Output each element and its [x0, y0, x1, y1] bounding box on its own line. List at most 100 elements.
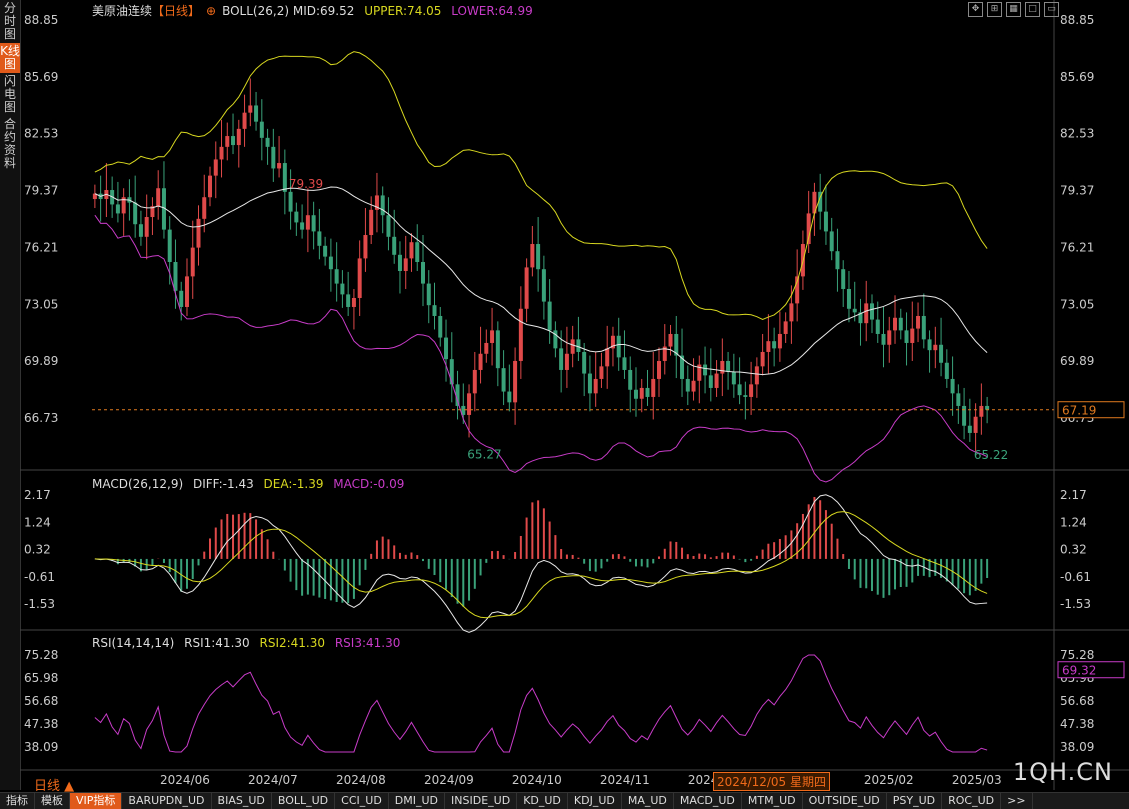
boll-mid: MID:69.52 [292, 4, 355, 18]
candle-body [985, 405, 990, 410]
macd-tick-right: 0.32 [1060, 543, 1087, 557]
candle-body [593, 378, 598, 394]
candle-body [668, 333, 673, 347]
bottom-tab-psy-ud[interactable]: PSY_UD [887, 793, 943, 809]
candle-body [893, 317, 898, 331]
high-marker-label: 79.39 [289, 177, 323, 191]
window-icon[interactable]: □ [1025, 2, 1040, 17]
boll-lower: LOWER:64.99 [451, 4, 533, 18]
candle-body [714, 373, 719, 388]
candle-body [415, 242, 420, 263]
candle-body [823, 211, 828, 232]
x-tick: 2025/03 [952, 773, 1002, 787]
candle-body [662, 346, 667, 361]
x-tick: 2024/08 [336, 773, 386, 787]
candle-body [783, 321, 788, 334]
candle-body [570, 339, 575, 354]
candle-body [772, 341, 777, 349]
tab-intraday[interactable]: 分时图 [3, 1, 16, 41]
candle-body [887, 330, 892, 345]
candle-body [979, 405, 984, 417]
candle-body [973, 416, 978, 433]
candle-body [749, 384, 754, 397]
bottom-tab-macd-ud[interactable]: MACD_UD [674, 793, 742, 809]
candle-body [438, 315, 443, 338]
price-tick-right: 79.37 [1060, 184, 1094, 198]
candle-body [818, 191, 823, 212]
candle-body [115, 204, 120, 214]
candle-body [610, 335, 615, 349]
candle-body [432, 305, 437, 316]
candle-body [898, 317, 903, 331]
candle-body [754, 366, 759, 385]
candle-body [674, 333, 679, 356]
kline-chart[interactable]: 88.85 88.85 85.69 85.69 82.53 82.53 79.37 79.37… [20, 0, 1129, 790]
bottom-tab-roc-ud[interactable]: ROC_UD [942, 793, 1002, 809]
price-tick-left: 85.69 [24, 70, 58, 84]
candle-body [881, 333, 886, 345]
candle-body [484, 342, 489, 354]
macd-dea: DEA:-1.39 [263, 477, 324, 491]
cursor-date-label: 2024/12/05 星期四 [713, 772, 830, 791]
candle-body [587, 373, 592, 394]
shrink-icon[interactable]: ⊞ [987, 2, 1002, 17]
bottom-tab-ma-ud[interactable]: MA_UD [622, 793, 674, 809]
close-icon[interactable]: ▭ [1044, 2, 1059, 17]
period-name: 【日线】 [152, 4, 201, 18]
candle-body [812, 191, 817, 214]
candle-body [576, 339, 581, 352]
settings-icon[interactable]: ⊕ [206, 4, 217, 18]
tab-kline[interactable]: K线图 [0, 43, 20, 73]
candle-body [213, 159, 218, 176]
candle-body [179, 290, 184, 307]
candle-body [208, 175, 213, 198]
bottom-tab-kdj-ud[interactable]: KDJ_UD [568, 793, 622, 809]
candle-body [184, 276, 189, 307]
macd-value: MACD:-0.09 [333, 477, 405, 491]
price-tick-left: 79.37 [24, 184, 58, 198]
price-tick-right: 69.89 [1060, 354, 1094, 368]
bottom-tab-vip-[interactable]: VIP指标 [70, 793, 123, 809]
bottom-tab--[interactable]: 模板 [35, 793, 70, 809]
bottom-tab-dmi-ud[interactable]: DMI_UD [389, 793, 446, 809]
price-tick-left: 76.21 [24, 240, 58, 254]
grid-icon[interactable]: ▦ [1006, 2, 1021, 17]
rsi-tick-left: 38.09 [24, 740, 58, 754]
bottom-tab-kd-ud[interactable]: KD_UD [517, 793, 568, 809]
bottom-tab-inside-ud[interactable]: INSIDE_UD [445, 793, 518, 809]
candle-body [156, 188, 161, 207]
candle-body [657, 360, 662, 379]
expand-icon[interactable]: ✥ [968, 2, 983, 17]
candle-body [536, 244, 541, 270]
candle-body [737, 384, 742, 396]
period-selector[interactable]: 日线 ▲ [34, 779, 75, 794]
candle-body [288, 191, 293, 212]
candle-body [633, 389, 638, 399]
boll-name: BOLL(26,2) [222, 4, 290, 18]
macd-tick-left: -0.61 [24, 570, 55, 584]
window-controls: ✥ ⊞ ▦ □ ▭ [968, 2, 1059, 17]
candle-body [501, 368, 506, 392]
bottom-tab--[interactable]: >> [1001, 793, 1033, 809]
bottom-tab-mtm-ud[interactable]: MTM_UD [742, 793, 803, 809]
candle-body [219, 146, 224, 160]
bottom-tab-boll-ud[interactable]: BOLL_UD [272, 793, 336, 809]
rsi-last-box [1057, 661, 1125, 679]
candle-body [962, 405, 967, 426]
tab-contract-info[interactable]: 合约资料 [3, 117, 16, 170]
candle-body [846, 288, 851, 309]
macd-tick-left: -1.53 [24, 597, 55, 611]
bottom-tab-outside-ud[interactable]: OUTSIDE_UD [803, 793, 887, 809]
candle-body [490, 330, 495, 343]
candle-body [697, 364, 702, 381]
candle-body [495, 330, 500, 369]
x-tick: 2024/07 [248, 773, 298, 787]
watermark: 1QH.CN [1012, 758, 1113, 786]
bottom-tab-cci-ud[interactable]: CCI_UD [335, 793, 389, 809]
rsi-tick-right: 47.38 [1060, 717, 1094, 731]
bottom-tab-bias-ud[interactable]: BIAS_UD [212, 793, 272, 809]
tab-flash[interactable]: 闪电图 [3, 74, 16, 114]
candle-body [507, 391, 512, 403]
bottom-tab-barupdn-ud[interactable]: BARUPDN_UD [122, 793, 212, 809]
bottom-tab--[interactable]: 指标 [0, 793, 35, 809]
